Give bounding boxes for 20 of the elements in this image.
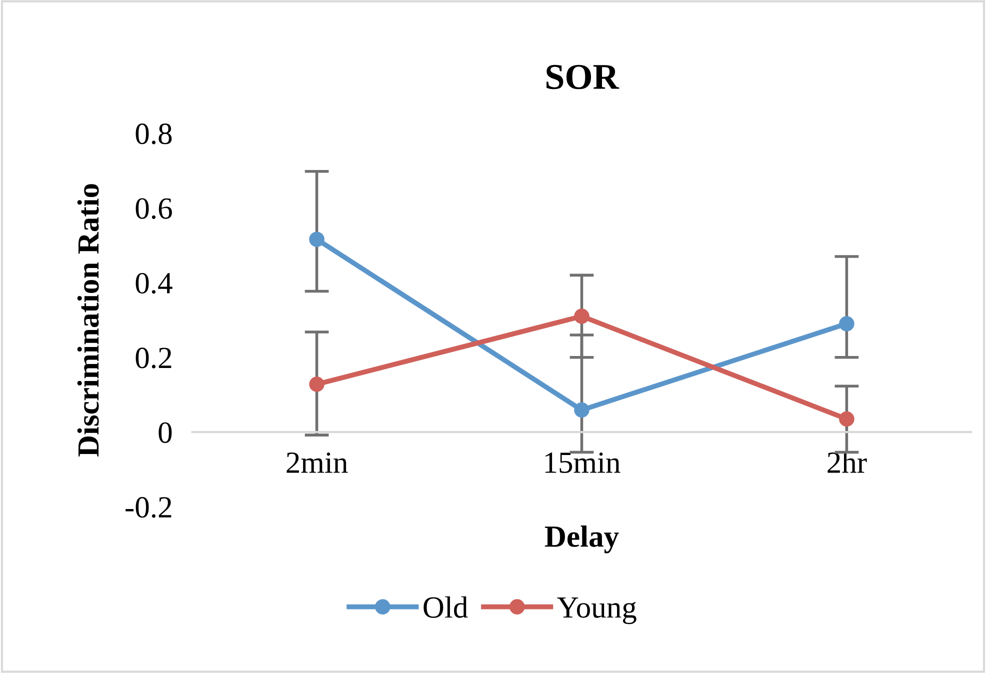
x-tick-label: 2hr [828,452,867,473]
point [309,232,324,247]
y-tick-label: 0.6 [136,198,172,219]
point [574,402,590,418]
y-tick-label: 0.4 [136,272,172,294]
y-tick-label: 0 [158,422,172,443]
point [309,376,324,392]
legend-label: Young [557,598,636,624]
y-axis-title: Discrimination Ratio [77,184,99,457]
point [839,316,854,332]
y-tick-label: -0.2 [126,497,172,518]
y-tick-label: 0.2 [136,348,172,368]
x-axis-title: Delay [544,525,619,554]
x-tick-label: 15min [545,452,620,474]
legend-label: Old [424,596,468,618]
point [839,411,854,427]
x-tick-label: 2min [286,452,348,473]
chart-title: SOR [546,64,620,90]
point [574,308,590,324]
y-tick-label: 0.8 [136,124,172,144]
